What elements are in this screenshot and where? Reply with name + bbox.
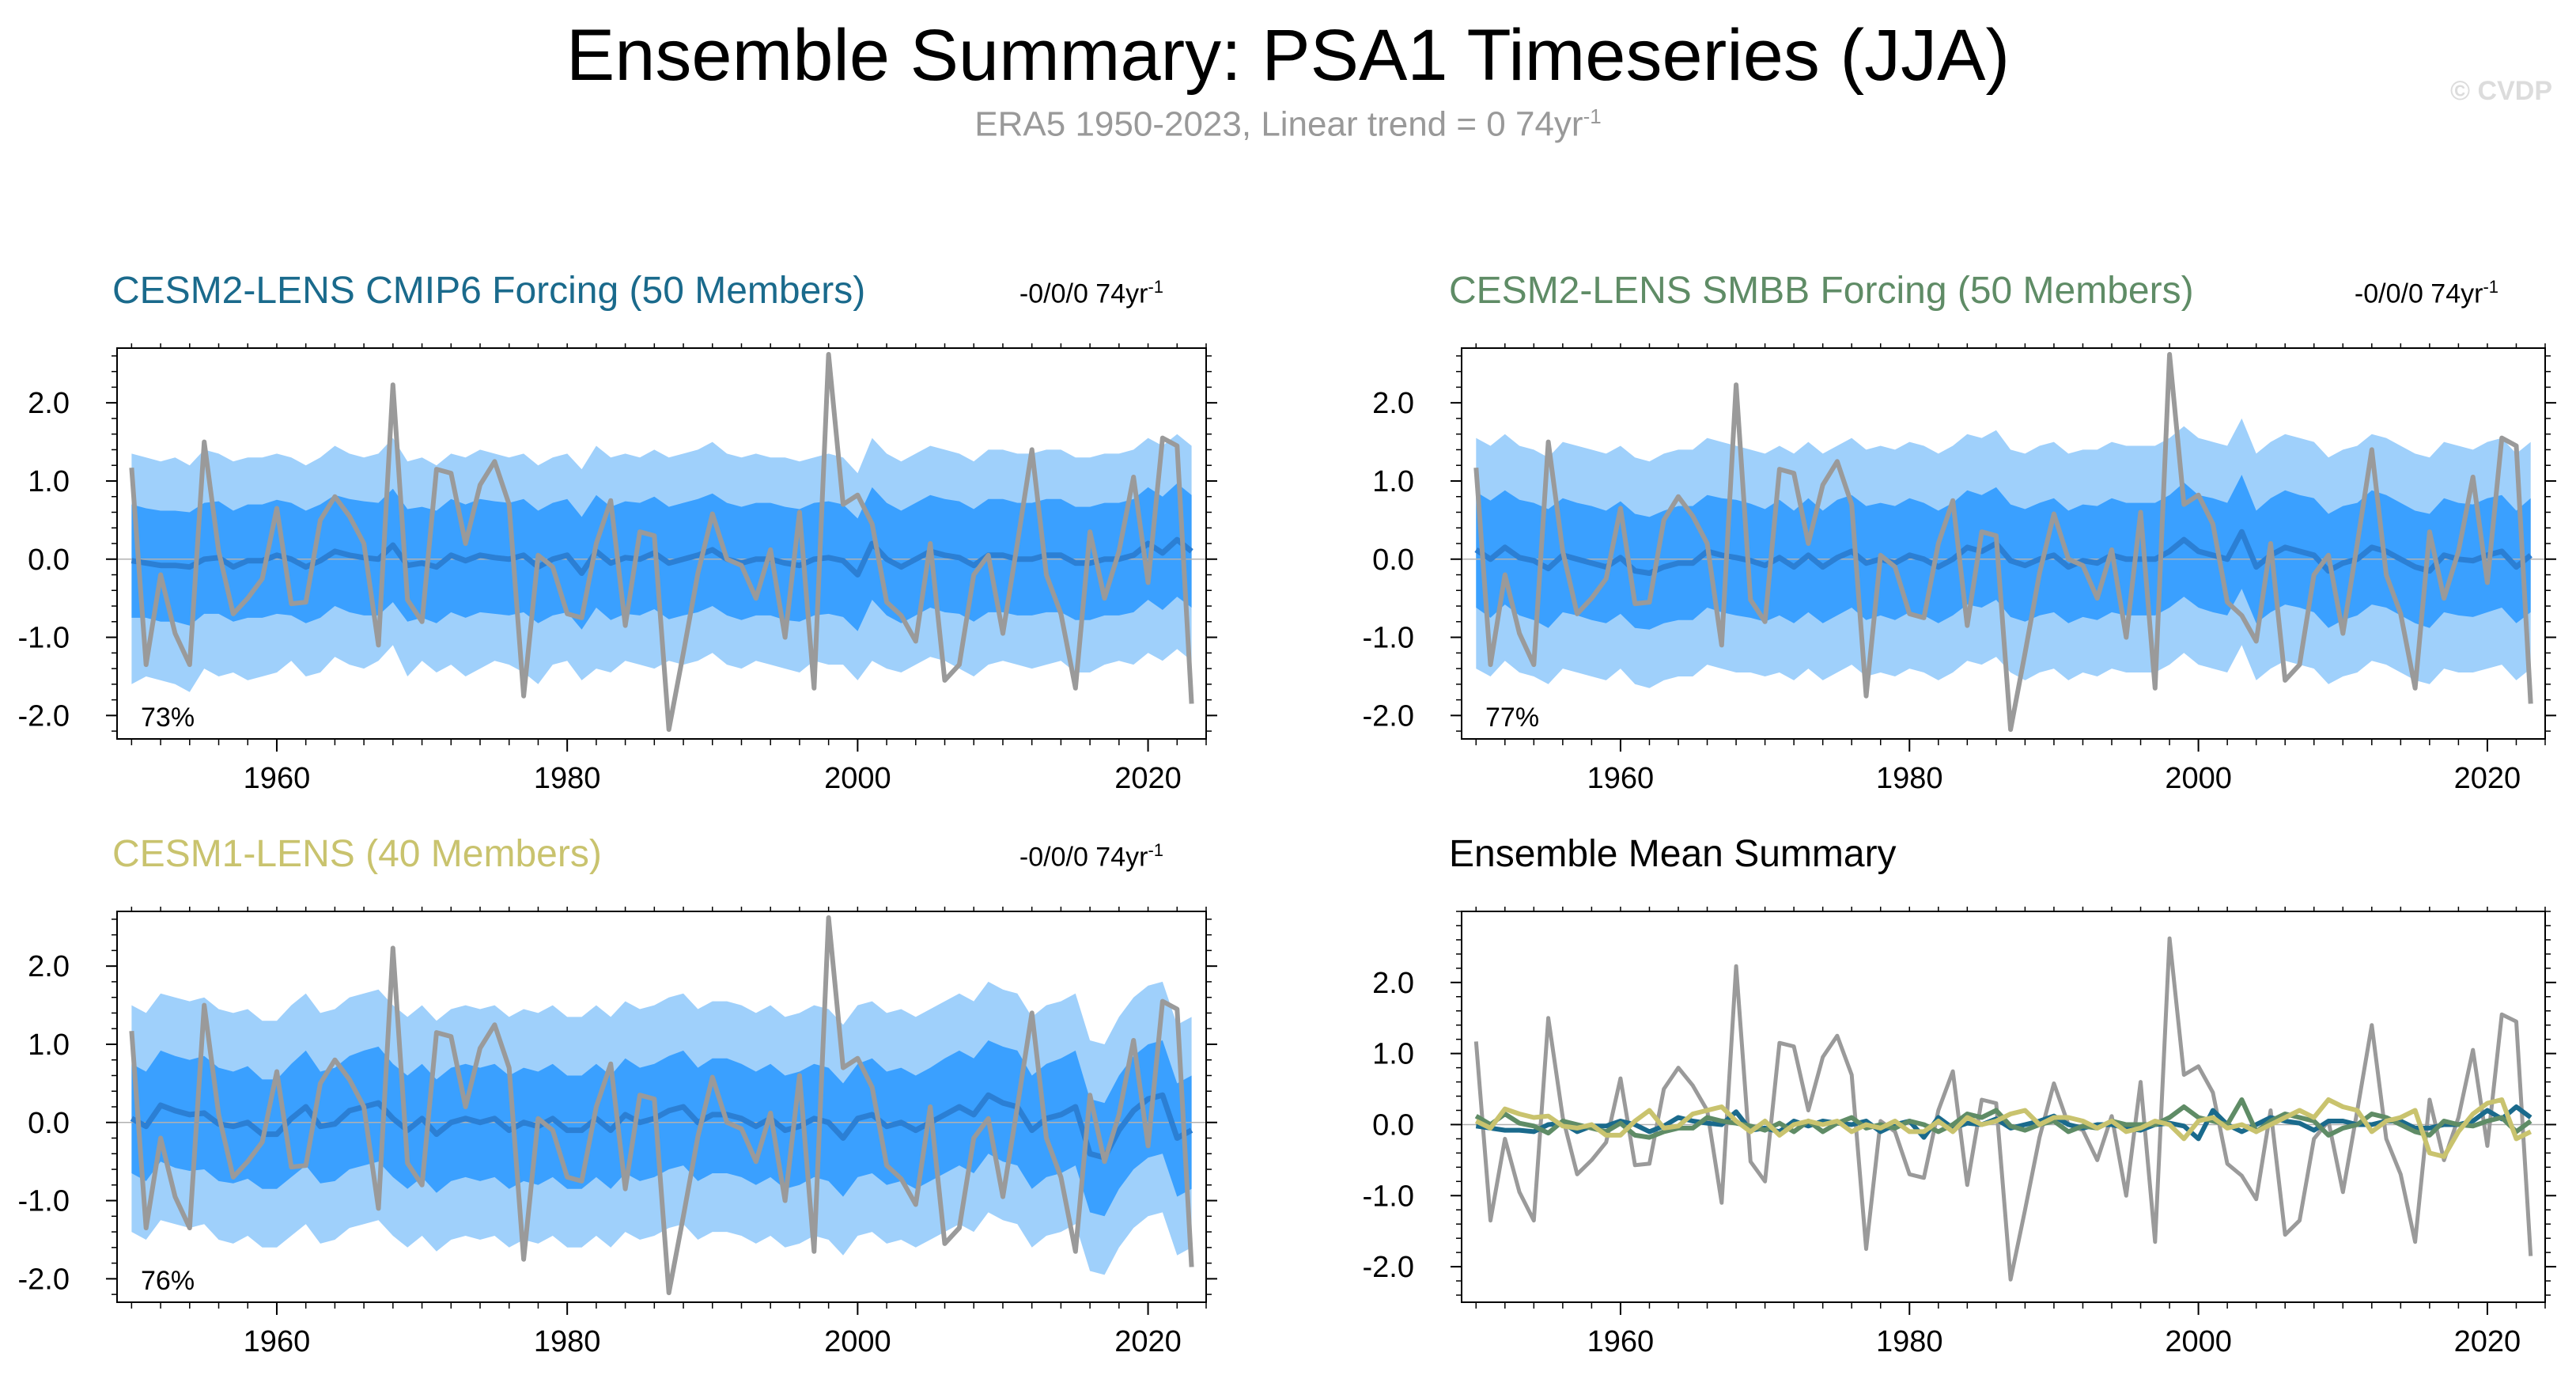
watermark: © CVDP [2450,76,2552,106]
page-subtitle: ERA5 1950-2023, Linear trend = 0 74yr-1 [0,104,2576,145]
y-tick-label: 2.0 [28,387,70,420]
y-tick-label: -1.0 [18,1185,70,1218]
y-tick-label: -2.0 [18,1263,70,1296]
panel-3-title: CESM1-LENS (40 Members) [112,833,602,875]
panel-1-title: CESM2-LENS CMIP6 Forcing (50 Members) [112,270,866,312]
panel-2-title: CESM2-LENS SMBB Forcing (50 Members) [1449,270,2194,312]
era5-line [129,351,1194,733]
panel-1-trend: -0/0/0 74yr-1 [1019,277,1163,309]
y-tick-label: 1.0 [1372,465,1414,498]
x-tick-label: 2000 [2165,1325,2232,1358]
y-tick-label: -2.0 [1363,1251,1414,1284]
y-tick-label: 2.0 [1372,967,1414,1000]
y-tick-label: 0.0 [1372,1108,1414,1142]
panel-2-chart: 1960 1980 2000 2020 2.0 1.0 0.0 -1.0 -2.0 77% [1363,343,2556,795]
percent-label: 77% [1485,703,1539,733]
x-tick-label: 1980 [534,762,601,795]
era5-line [1473,936,2533,1282]
inner-band [131,1040,1192,1217]
x-tick-label: 1960 [244,762,311,795]
x-tick-label: 2020 [2454,762,2521,795]
y-tick-label: 0.0 [28,1107,70,1140]
panel-1-trend-exp: -1 [1148,277,1163,297]
panel-3-trend: -0/0/0 74yr-1 [1019,840,1163,873]
ensemble-mean-line [130,1092,1193,1161]
x-tick-label: 1960 [1587,762,1655,795]
subtitle-text: ERA5 1950-2023, Linear trend = 0 74yr [974,104,1583,144]
x-tick-label: 1960 [1587,1325,1655,1358]
panel-3-trend-text: -0/0/0 74yr [1019,842,1148,873]
y-tick-label: 2.0 [28,950,70,983]
y-tick-label: 0.0 [1372,544,1414,577]
x-tick-label: 2020 [1114,762,1182,795]
x-tick-label: 2000 [824,762,891,795]
x-tick-label: 2020 [1114,1325,1182,1358]
y-tick-label: -1.0 [18,622,70,655]
x-tick-label: 1980 [1876,762,1943,795]
x-tick-label: 1980 [1876,1325,1943,1358]
y-tick-label: -2.0 [18,699,70,733]
page-title: Ensemble Summary: PSA1 Timeseries (JJA) [566,15,2010,96]
x-tick-label: 1980 [534,1325,601,1358]
y-tick-label: 1.0 [1372,1038,1414,1071]
plot-frame [1461,911,2546,1303]
panel-2-trend: -0/0/0 74yr-1 [2355,277,2498,309]
panel-1-trend-text: -0/0/0 74yr [1019,278,1148,309]
panel-3-chart: 1960 1980 2000 2020 2.0 1.0 0.0 -1.0 -2.0 76% [18,907,1217,1358]
panel-4-title: Ensemble Mean Summary [1449,833,1897,875]
x-tick-label: 2000 [824,1325,891,1358]
era5-line [1473,351,2533,733]
y-tick-label: 2.0 [1372,387,1414,420]
panel-2-trend-exp: -1 [2483,277,2498,297]
cesm1-lens-line [1474,1097,2532,1159]
x-tick-label: 2000 [2165,762,2232,795]
x-tick-label: 2020 [2454,1325,2521,1358]
era5-line [129,915,1194,1296]
y-tick-label: 1.0 [28,1028,70,1062]
panel-3-trend-exp: -1 [1148,840,1163,860]
y-tick-label: -1.0 [1363,622,1414,655]
y-tick-label: 1.0 [28,465,70,498]
panel-4-chart: 1960 1980 2000 2020 2.0 1.0 0.0 -1.0 -2.0 [1363,907,2556,1358]
y-tick-label: -1.0 [1363,1180,1414,1213]
y-tick-label: -2.0 [1363,699,1414,733]
panel-2-trend-text: -0/0/0 74yr [2354,278,2483,309]
x-tick-label: 1960 [244,1325,311,1358]
panel-1-chart: 1960 1980 2000 2020 2.0 1.0 0.0 -1.0 -2.0 73% [18,343,1217,795]
y-tick-label: 0.0 [28,544,70,577]
subtitle-exponent: -1 [1583,104,1602,128]
percent-label: 76% [141,1266,195,1296]
percent-label: 73% [141,703,195,733]
